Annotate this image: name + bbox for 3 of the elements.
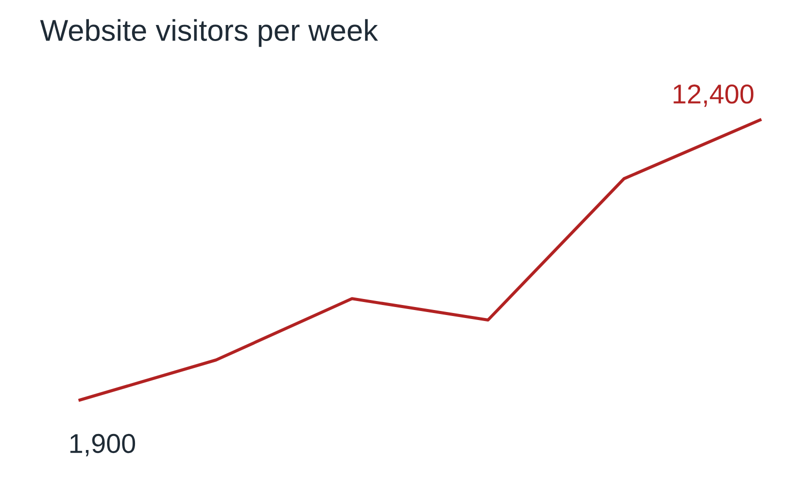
chart-title: Website visitors per week [40,19,378,47]
data-label: 12,400 [674,84,754,107]
data-label: 1,900 [70,434,136,456]
